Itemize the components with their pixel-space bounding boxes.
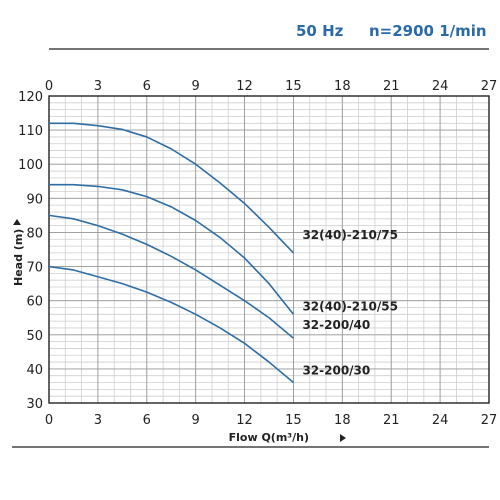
- x-tick-label-bottom: 6: [143, 413, 151, 428]
- y-tick-label: 90: [26, 192, 43, 207]
- y-tick-label: 70: [26, 261, 43, 276]
- y-tick-label: 50: [26, 329, 43, 344]
- y-tick-label: 100: [18, 158, 43, 173]
- x-tick-label-top: 15: [285, 79, 302, 94]
- x-tick-label-bottom: 18: [334, 413, 351, 428]
- x-axis-arrow-icon: [340, 434, 346, 442]
- x-tick-label-bottom: 0: [45, 413, 53, 428]
- y-tick-label: 80: [26, 226, 43, 241]
- performance-curves: [48, 122, 295, 384]
- curve-label: 32(40)-210/55: [302, 299, 397, 313]
- y-tick-label: 40: [26, 363, 43, 378]
- plot-frame: [48, 95, 490, 404]
- curve-labels: 32(40)-210/75 32(40)-210/55 32-200/40 32-20…: [302, 228, 397, 378]
- curve-line: [49, 122, 295, 254]
- y-tick-label: 60: [26, 295, 43, 310]
- curve-line: [48, 214, 294, 339]
- axes: 0 0 3 3 6 6 9 9 12 12 15 15 18 18 21 21 24 24 27 27 30 40 50 60…: [12, 48, 498, 448]
- x-tick-label-top: 27: [481, 79, 498, 94]
- x-tick-label-bottom: 27: [481, 413, 498, 428]
- x-tick-label-bottom: 15: [285, 413, 302, 428]
- y-tick-label: 120: [18, 90, 43, 105]
- x-tick-label-top: 18: [334, 79, 351, 94]
- x-tick-label-bottom: 3: [94, 413, 102, 428]
- x-tick-label-top: 24: [432, 79, 449, 94]
- curve-line: [49, 183, 295, 315]
- x-tick-label-top: 6: [143, 79, 151, 94]
- x-tick-label-top: 9: [192, 79, 200, 94]
- x-tick-label-top: 12: [236, 79, 253, 94]
- curve-label: 32(40)-210/75: [302, 228, 397, 242]
- speed-label: n=2900 1/min: [369, 22, 487, 40]
- curve-label: 32-200/40: [302, 318, 370, 332]
- x-tick-label-top: 21: [383, 79, 400, 94]
- x-tick-label-bottom: 24: [432, 413, 449, 428]
- curve-line: [48, 265, 294, 384]
- x-tick-label-top: 3: [94, 79, 102, 94]
- curve-label: 32-200/30: [302, 364, 370, 378]
- frequency-label: 50 Hz: [296, 22, 344, 40]
- y-tick-label: 110: [18, 124, 43, 139]
- y-axis-title: Head (m): [12, 229, 25, 286]
- x-tick-label-bottom: 9: [192, 413, 200, 428]
- x-tick-label-bottom: 21: [383, 413, 400, 428]
- x-tick-label-top: 0: [45, 79, 53, 94]
- y-axis-arrow-icon: [13, 219, 21, 225]
- x-tick-label-bottom: 12: [236, 413, 253, 428]
- x-axis-title: Flow Q(m³/h): [229, 431, 309, 444]
- grid: [48, 95, 490, 404]
- y-tick-label: 30: [26, 397, 43, 412]
